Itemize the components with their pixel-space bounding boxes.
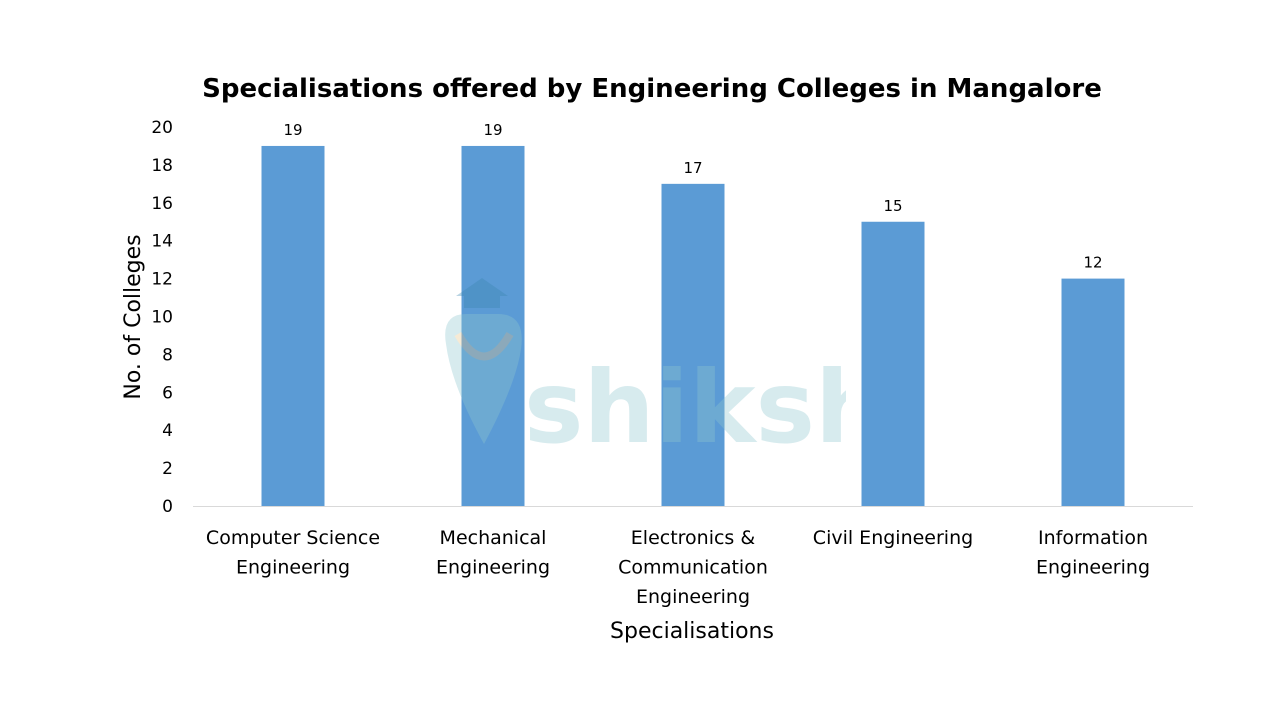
y-tick-label: 10 <box>151 308 173 328</box>
data-label: 15 <box>883 197 902 215</box>
data-label: 12 <box>1083 254 1102 272</box>
y-tick-label: 14 <box>151 232 173 252</box>
y-tick-label: 16 <box>151 194 173 214</box>
x-category-label: Civil Engineering <box>813 527 973 549</box>
y-tick-label: 0 <box>162 497 173 517</box>
bar <box>661 183 725 506</box>
x-category-label: Computer Science <box>206 527 380 549</box>
bar <box>461 145 525 506</box>
y-tick-label: 2 <box>162 459 173 479</box>
y-tick-label: 18 <box>151 156 173 176</box>
x-category-label: Mechanical <box>440 527 547 549</box>
x-axis-title: Specialisations <box>610 619 774 644</box>
x-category-label: Engineering <box>236 557 350 579</box>
y-tick-label: 20 <box>151 118 173 138</box>
x-category-label: Information <box>1038 527 1148 549</box>
data-label: 17 <box>683 159 702 177</box>
chart-title: Specialisations offered by Engineering C… <box>202 74 1102 104</box>
data-label: 19 <box>483 121 502 139</box>
x-category-label: Engineering <box>1036 557 1150 579</box>
y-axis-title: No. of Colleges <box>121 234 146 399</box>
y-tick-label: 8 <box>162 345 173 365</box>
y-axis-ticks: 0 2 4 6 8 10 12 14 16 18 20 <box>151 118 173 517</box>
bars: 19 19 17 15 12 <box>261 121 1125 506</box>
x-category-label: Engineering <box>436 557 550 579</box>
bar <box>861 221 925 506</box>
x-axis-categories: Computer Science Engineering Mechanical Eng… <box>206 527 1150 608</box>
y-tick-label: 12 <box>151 270 173 290</box>
x-category-label: Electronics & <box>631 527 756 549</box>
x-category-label: Communication <box>618 557 768 579</box>
bar <box>1061 278 1125 506</box>
data-label: 19 <box>283 121 302 139</box>
y-tick-label: 6 <box>162 383 173 403</box>
y-tick-label: 4 <box>162 421 173 441</box>
x-category-label: Engineering <box>636 586 750 608</box>
bar <box>261 145 325 506</box>
